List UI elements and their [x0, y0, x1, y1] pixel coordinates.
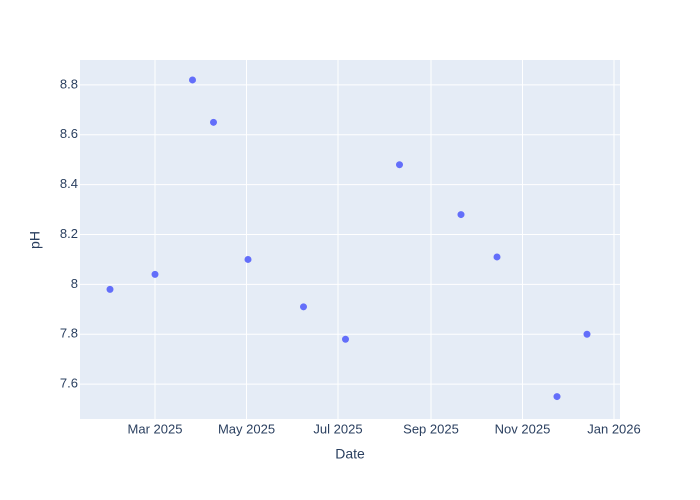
point — [189, 76, 196, 84]
x-tick-label: May 2025 — [218, 421, 275, 436]
point — [106, 285, 114, 293]
y-tick-label: 8.2 — [60, 226, 78, 241]
x-tick-label: Sep 2025 — [403, 421, 459, 436]
point — [244, 255, 252, 263]
point — [210, 118, 217, 126]
point — [151, 270, 159, 278]
y-tick-label: 8 — [71, 276, 78, 291]
y-tick-label: 7.6 — [60, 376, 78, 391]
point — [457, 211, 465, 219]
point — [342, 335, 349, 343]
x-tick-label: Nov 2025 — [495, 421, 551, 436]
y-tick-label: 8.6 — [60, 126, 78, 141]
point — [300, 303, 307, 311]
plot-area — [80, 60, 620, 419]
x-tick-label: Jul 2025 — [313, 421, 362, 436]
point — [553, 393, 561, 401]
y-axis-title: pH — [27, 231, 43, 249]
y-tick-label: 7.8 — [60, 326, 78, 341]
point — [396, 161, 403, 169]
x-tick-label: Mar 2025 — [128, 421, 183, 436]
y-tick-label: 8.8 — [60, 76, 78, 91]
x-axis-title: Date — [335, 446, 365, 462]
x-tick-label: Jan 2026 — [587, 421, 641, 436]
point — [583, 330, 591, 338]
point — [493, 253, 501, 261]
y-tick-label: 8.4 — [60, 176, 78, 191]
